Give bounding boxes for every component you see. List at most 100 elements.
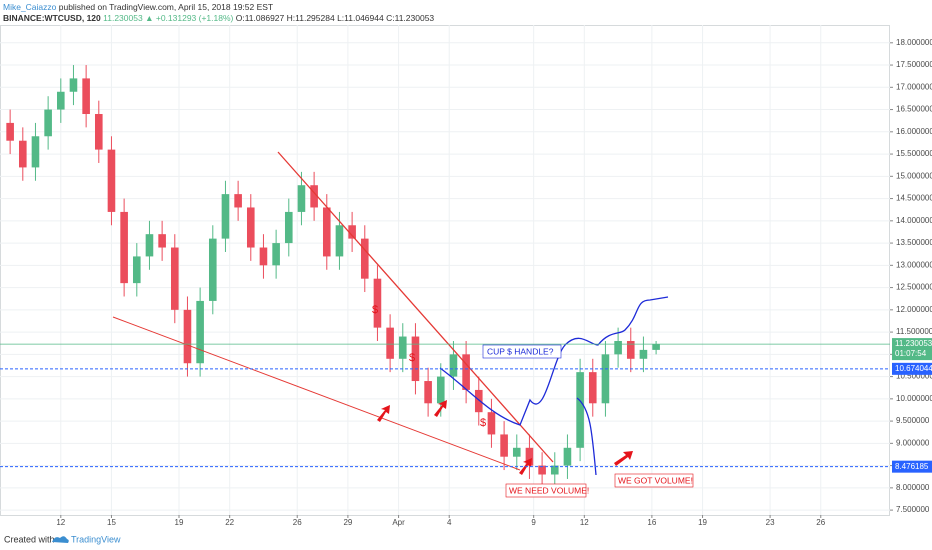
candle-body xyxy=(474,389,483,413)
y-tick-label: 16.000000 xyxy=(896,127,932,136)
y-tick-label: 9.500000 xyxy=(896,416,930,425)
candles xyxy=(6,65,660,488)
y-tick-label: 8.000000 xyxy=(896,483,930,492)
candle-body xyxy=(500,434,508,457)
symbol-line: BINANCE:WTCUSD, 120 11.230053 ▲ +0.13129… xyxy=(3,13,434,23)
candle-body xyxy=(449,354,458,377)
candle-body xyxy=(69,78,78,92)
x-tick-label: 26 xyxy=(816,518,825,527)
y-tick-label: 13.500000 xyxy=(896,238,932,247)
annotation: WE NEED VOLUME! xyxy=(509,485,589,495)
y-tick-label: 7.500000 xyxy=(896,505,930,514)
candle-body xyxy=(94,114,103,150)
annotation-box xyxy=(614,473,694,488)
candle-body xyxy=(398,336,407,359)
level-label: 10.674044 xyxy=(895,364,932,373)
x-tick-label: 15 xyxy=(107,518,116,527)
last: 11.230053 xyxy=(103,13,143,23)
last-price-tag xyxy=(892,338,932,361)
candle-body xyxy=(335,225,344,257)
y-tick-label: 15.000000 xyxy=(896,171,932,180)
y-tick-label: 14.500000 xyxy=(896,194,932,203)
ohlc-close: C:11.230053 xyxy=(386,13,435,23)
author[interactable]: Mike_Caiazzo xyxy=(3,2,57,12)
arrow xyxy=(377,405,390,422)
ohlc-open: O:11.086927 xyxy=(235,13,285,23)
candle-body xyxy=(614,340,622,355)
candle-body xyxy=(297,185,306,212)
candle-body xyxy=(234,194,242,208)
candle-body xyxy=(626,340,635,359)
annotation-box xyxy=(482,344,562,359)
x-tick-label: 19 xyxy=(698,518,707,527)
arrow xyxy=(434,400,447,417)
projection-curve xyxy=(439,296,669,426)
symbol: BINANCE:WTCUSD, 120 xyxy=(3,13,101,23)
candle-body xyxy=(601,354,610,404)
trend-line xyxy=(277,151,554,463)
y-tick-label: 11.500000 xyxy=(896,327,932,336)
x-tick-label: 19 xyxy=(175,518,184,527)
candle-body xyxy=(639,349,648,359)
candle-body xyxy=(272,243,280,266)
y-tick-label: 16.500000 xyxy=(896,105,932,114)
last-price-label: 11.230053 xyxy=(895,339,932,348)
ohlc-high: H:11.295284 xyxy=(286,13,335,23)
footer-created: Created with xyxy=(4,534,55,544)
annotation: $ xyxy=(480,417,486,429)
y-tick-label: 14.000000 xyxy=(896,216,932,225)
level-tag xyxy=(892,362,932,375)
candle-body xyxy=(322,207,331,257)
footer-brand[interactable]: TradingView xyxy=(71,534,121,544)
candle-body xyxy=(221,194,230,239)
candle-body xyxy=(386,327,394,359)
candle-body xyxy=(183,309,192,364)
candle-body xyxy=(310,185,318,208)
change: ▲ +0.131293 (+1.18%) xyxy=(145,13,234,23)
y-tick-label: 13.000000 xyxy=(896,260,932,269)
candle-body xyxy=(576,372,584,448)
candle-body xyxy=(246,207,255,248)
plot-frame xyxy=(0,25,890,516)
candle-body xyxy=(424,381,432,404)
annotation: WE GOT VOLUME! xyxy=(618,475,693,485)
trend-line xyxy=(112,316,521,471)
candle-body xyxy=(588,372,597,404)
candle-body xyxy=(348,225,356,239)
y-tick-label: 12.500000 xyxy=(896,283,932,292)
candle-body xyxy=(56,91,65,110)
level-tag xyxy=(892,460,932,473)
candle-body xyxy=(158,234,166,248)
candle-body xyxy=(436,376,445,404)
candle-body xyxy=(120,211,128,284)
y-tick-label: 12.000000 xyxy=(896,305,932,314)
x-tick-label: 23 xyxy=(766,518,775,527)
annotation: CUP $ HANDLE? xyxy=(487,346,554,356)
x-tick-label: 9 xyxy=(531,518,536,527)
candle-body xyxy=(373,278,382,328)
y-tick-label: 15.500000 xyxy=(896,149,932,158)
x-tick-label: 22 xyxy=(225,518,234,527)
candle-body xyxy=(284,211,293,244)
candle-body xyxy=(44,109,52,137)
annotation-box xyxy=(505,483,587,498)
candle-body xyxy=(18,140,27,168)
x-tick-label: 26 xyxy=(293,518,302,527)
drawings: $ $ $ CUP $ HANDLE? WE NEED VOLUME! WE G… xyxy=(112,151,694,498)
projection-curve xyxy=(576,397,597,476)
candle-body xyxy=(107,149,116,212)
candle-body xyxy=(170,247,179,310)
header-line: Mike_Caiazzo published on TradingView.co… xyxy=(3,2,273,12)
candle-body xyxy=(538,465,546,475)
ohlc-low: L:11.046944 xyxy=(337,13,384,23)
candle-body xyxy=(6,122,14,141)
candle-body xyxy=(360,238,369,279)
candle-body xyxy=(487,412,496,435)
candle-body xyxy=(563,447,572,466)
candle-body xyxy=(411,336,420,382)
level-label: 8.476185 xyxy=(895,462,929,471)
x-tick-label: 29 xyxy=(343,518,352,527)
y-tick-label: 17.000000 xyxy=(896,82,932,91)
